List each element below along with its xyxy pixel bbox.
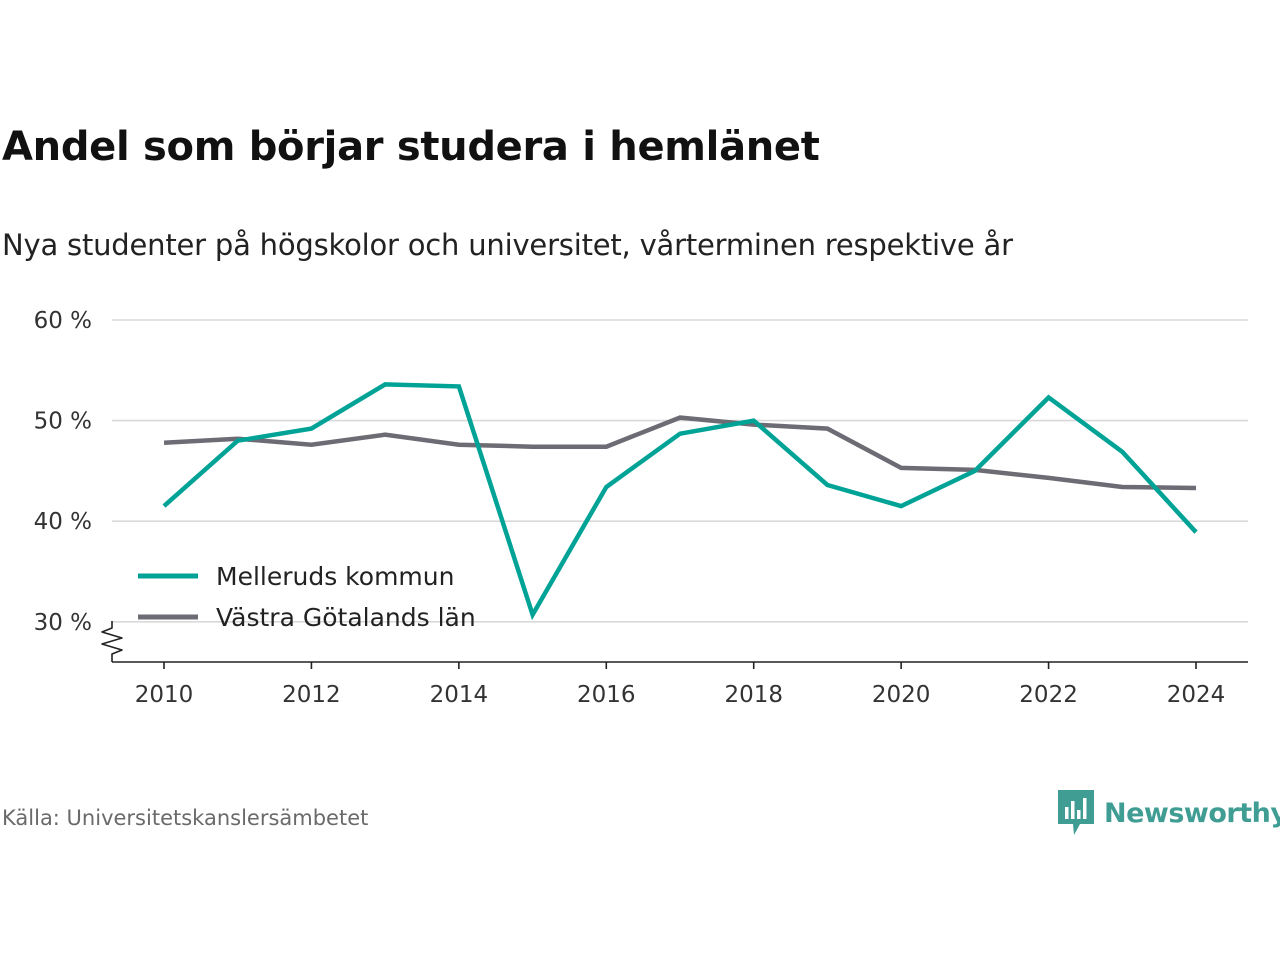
x-tick-label: 2016	[577, 682, 636, 708]
brand-logo: Newsworthy	[1058, 790, 1280, 836]
series-line-1	[163, 415, 1197, 491]
x-axis-ticks: 2010 2012 2014 2016 2018 2020 2022 2024	[135, 662, 1226, 708]
x-tick-label: 2010	[135, 682, 194, 708]
y-tick-label: 60 %	[34, 308, 92, 334]
y-axis-ticks: 30 % 40 % 50 % 60 %	[34, 308, 92, 636]
x-axis	[101, 621, 1248, 663]
y-tick-label: 30 %	[34, 610, 92, 636]
x-tick-label: 2018	[724, 682, 783, 708]
y-tick-label: 50 %	[34, 409, 92, 435]
y-tick-label: 40 %	[34, 509, 92, 535]
legend: Melleruds kommun Västra Götalands län	[138, 562, 476, 632]
x-tick-label: 2012	[282, 682, 341, 708]
x-tick-label: 2020	[872, 682, 931, 708]
brand-name: Newsworthy	[1104, 797, 1280, 829]
legend-label-0: Melleruds kommun	[216, 562, 454, 591]
series-line-0	[162, 382, 1198, 621]
x-tick-label: 2022	[1019, 682, 1078, 708]
bar-chart-speech-bubble-icon	[1058, 790, 1094, 835]
x-tick-label: 2014	[430, 682, 489, 708]
chart-title: Andel som börjar studera i hemlänet	[2, 124, 820, 170]
series-lines	[162, 382, 1198, 621]
source-note: Källa: Universitetskanslersämbetet	[2, 806, 369, 830]
x-tick-label: 2024	[1167, 682, 1226, 708]
legend-label-1: Västra Götalands län	[216, 603, 476, 632]
y-axis-break-icon	[101, 621, 123, 662]
chart-subtitle: Nya studenter på högskolor och universit…	[2, 228, 1013, 262]
gridlines	[112, 319, 1248, 623]
